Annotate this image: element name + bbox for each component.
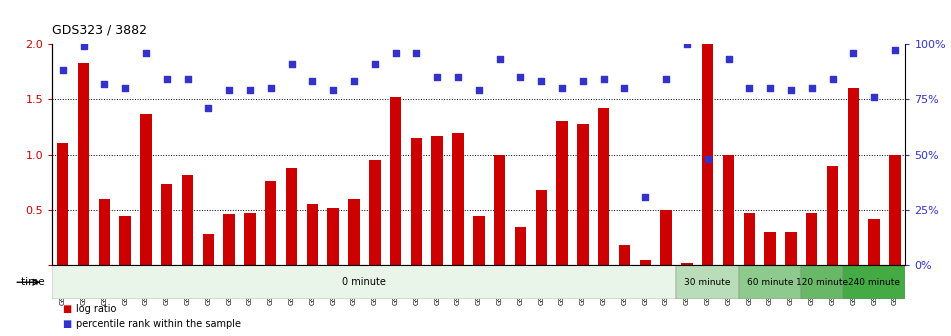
Bar — [806, 213, 818, 265]
Bar — [411, 138, 422, 265]
Text: 60 minute: 60 minute — [747, 278, 793, 287]
Point — [492, 56, 507, 62]
Point — [222, 88, 237, 93]
Point — [554, 85, 570, 91]
Point — [596, 77, 611, 82]
Bar — [640, 260, 651, 265]
Bar — [78, 62, 89, 265]
Point — [784, 88, 799, 93]
Point — [367, 61, 382, 66]
Bar — [681, 263, 692, 265]
Bar — [473, 216, 485, 265]
Point — [304, 79, 320, 84]
Text: time: time — [21, 277, 48, 287]
Point — [763, 85, 778, 91]
Bar — [99, 199, 110, 265]
Point — [284, 61, 300, 66]
Bar — [306, 204, 318, 265]
Bar — [327, 208, 339, 265]
Bar — [577, 124, 589, 265]
Point — [866, 94, 882, 99]
Bar — [889, 155, 901, 265]
Point — [472, 88, 487, 93]
Point — [138, 50, 153, 55]
Point — [805, 85, 820, 91]
Point — [658, 77, 673, 82]
Bar — [161, 184, 172, 265]
Bar — [826, 166, 838, 265]
Point — [325, 88, 340, 93]
Point — [346, 79, 361, 84]
Bar — [598, 108, 610, 265]
Bar — [453, 133, 464, 265]
Bar — [765, 232, 776, 265]
Bar — [432, 136, 443, 265]
Point — [180, 77, 195, 82]
Point — [679, 41, 694, 46]
Bar — [676, 265, 739, 299]
Text: ■: ■ — [62, 304, 71, 314]
Point — [742, 85, 757, 91]
Point — [76, 43, 91, 49]
Bar — [843, 265, 905, 299]
Bar — [847, 88, 859, 265]
Point — [700, 156, 715, 162]
Bar — [369, 160, 380, 265]
Text: log ratio: log ratio — [76, 304, 116, 314]
Bar — [556, 121, 568, 265]
Bar — [223, 214, 235, 265]
Point — [825, 77, 840, 82]
Bar — [52, 265, 676, 299]
Text: GDS323 / 3882: GDS323 / 3882 — [52, 24, 147, 37]
Point — [388, 50, 403, 55]
Bar — [868, 219, 880, 265]
Text: ■: ■ — [62, 319, 71, 329]
Point — [513, 74, 528, 80]
Bar — [57, 143, 68, 265]
Point — [534, 79, 549, 84]
Point — [887, 48, 902, 53]
Bar — [244, 213, 256, 265]
Bar — [535, 190, 547, 265]
Bar — [786, 232, 797, 265]
Text: 120 minute: 120 minute — [796, 278, 848, 287]
Bar — [265, 181, 277, 265]
Point — [55, 68, 70, 73]
Point — [97, 81, 112, 86]
Point — [201, 105, 216, 111]
Text: 30 minute: 30 minute — [685, 278, 731, 287]
Point — [118, 85, 133, 91]
Bar — [723, 155, 734, 265]
Bar — [203, 235, 214, 265]
Bar — [619, 246, 631, 265]
Text: percentile rank within the sample: percentile rank within the sample — [76, 319, 242, 329]
Point — [430, 74, 445, 80]
Text: 0 minute: 0 minute — [342, 277, 386, 287]
Point — [409, 50, 424, 55]
Point — [159, 77, 174, 82]
Bar — [348, 199, 359, 265]
Point — [575, 79, 591, 84]
Text: 240 minute: 240 minute — [848, 278, 901, 287]
Bar — [702, 44, 713, 265]
Bar — [739, 265, 802, 299]
Point — [638, 194, 653, 199]
Point — [845, 50, 861, 55]
Point — [263, 85, 279, 91]
Bar — [514, 227, 526, 265]
Bar — [120, 216, 131, 265]
Bar — [744, 213, 755, 265]
Bar — [390, 97, 401, 265]
Point — [451, 74, 466, 80]
Bar — [182, 174, 193, 265]
Bar — [660, 210, 671, 265]
Point — [243, 88, 258, 93]
Bar — [494, 155, 505, 265]
Point — [721, 56, 736, 62]
Point — [617, 85, 632, 91]
Bar — [286, 168, 298, 265]
Bar — [140, 114, 151, 265]
Bar — [802, 265, 843, 299]
